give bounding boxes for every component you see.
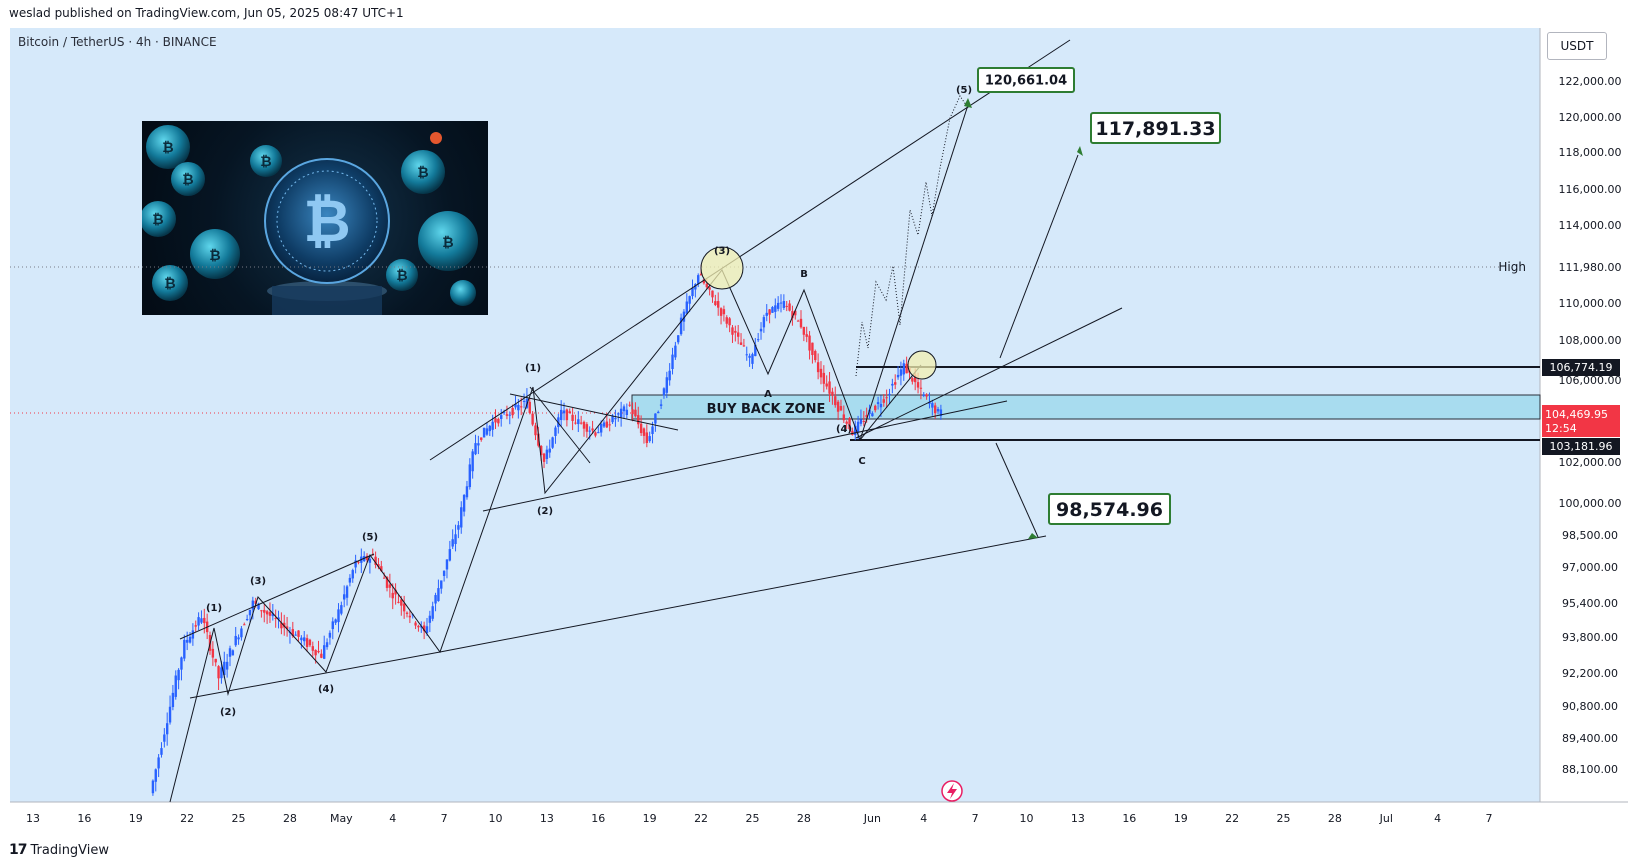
high-value: 111,980.00 <box>1559 261 1622 274</box>
x-tick-label: 22 <box>1225 812 1239 825</box>
svg-text:₿: ₿ <box>182 172 193 188</box>
x-tick-label: 16 <box>1122 812 1136 825</box>
symbol-info: Bitcoin / TetherUS · 4h · BINANCE <box>18 35 217 49</box>
x-tick-label: 19 <box>1174 812 1188 825</box>
x-tick-label: 4 <box>389 812 396 825</box>
x-tick-label: 25 <box>232 812 246 825</box>
x-tick-label: 19 <box>129 812 143 825</box>
y-tick-label: 120,000.00 <box>1559 111 1622 124</box>
x-tick-label: 13 <box>540 812 554 825</box>
svg-text:₿: ₿ <box>162 140 173 156</box>
svg-text:₿: ₿ <box>152 212 163 228</box>
x-tick-label: 10 <box>1020 812 1034 825</box>
y-tick-label: 88,100.00 <box>1562 763 1618 776</box>
y-tick-label: 92,200.00 <box>1562 667 1618 680</box>
y-tick-label: 116,000.00 <box>1559 183 1622 196</box>
resistance-value: 106,774.19 <box>1550 361 1613 374</box>
svg-text:₿: ₿ <box>303 187 350 255</box>
x-tick-label: 25 <box>745 812 759 825</box>
y-tick-label: 93,800.00 <box>1562 631 1618 644</box>
x-tick-label: 7 <box>972 812 979 825</box>
svg-text:₿: ₿ <box>442 235 453 251</box>
svg-text:₿: ₿ <box>260 154 271 170</box>
y-tick-label: 122,000.00 <box>1559 75 1622 88</box>
y-tick-label: 100,000.00 <box>1559 497 1622 510</box>
publish-info: weslad published on TradingView.com, Jun… <box>9 6 404 20</box>
current-price-value: 104,469.95 <box>1545 408 1608 421</box>
y-tick-label: 118,000.00 <box>1559 146 1622 159</box>
x-tick-label: 19 <box>643 812 657 825</box>
y-tick-label: 95,400.00 <box>1562 597 1618 610</box>
footer-brand[interactable]: 𝟭𝟳 TradingView <box>9 842 109 858</box>
x-tick-label: 16 <box>77 812 91 825</box>
y-tick-label: 98,500.00 <box>1562 529 1618 542</box>
support-value: 103,181.96 <box>1550 440 1613 453</box>
x-tick-label: 16 <box>591 812 605 825</box>
x-tick-label: Jul <box>1379 812 1393 825</box>
x-tick-label: 13 <box>26 812 40 825</box>
y-tick-label: 108,000.00 <box>1559 334 1622 347</box>
svg-text:₿: ₿ <box>209 248 220 264</box>
y-tick-label: 110,000.00 <box>1559 297 1622 310</box>
current-price-tag <box>1542 405 1620 437</box>
bitcoin-image: ₿ ₿ ₿ ₿ ₿ ₿ ₿ ₿ ₿ ₿ <box>142 121 488 315</box>
y-tick-label: 114,000.00 <box>1559 219 1622 232</box>
x-tick-label: 13 <box>1071 812 1085 825</box>
countdown-value: 12:54 <box>1545 422 1577 435</box>
x-tick-label: 4 <box>920 812 927 825</box>
currency-selector[interactable]: USDT <box>1547 32 1607 60</box>
x-tick-label: 4 <box>1434 812 1441 825</box>
svg-text:₿: ₿ <box>164 276 175 292</box>
x-tick-label: 22 <box>180 812 194 825</box>
x-tick-label: 28 <box>797 812 811 825</box>
x-tick-label: 25 <box>1276 812 1290 825</box>
y-tick-label: 106,000.00 <box>1559 374 1622 387</box>
x-tick-label: 22 <box>694 812 708 825</box>
x-tick-label: May <box>330 812 353 825</box>
y-tick-label: 89,400.00 <box>1562 732 1618 745</box>
y-tick-label: 97,000.00 <box>1562 561 1618 574</box>
svg-text:₿: ₿ <box>417 165 428 181</box>
y-tick-label: 102,000.00 <box>1559 456 1622 469</box>
svg-text:₿: ₿ <box>396 268 407 284</box>
tradingview-logo-icon: 𝟭𝟳 <box>9 842 28 858</box>
x-tick-label: 28 <box>1328 812 1342 825</box>
x-tick-label: Jun <box>863 812 881 825</box>
footer-brand-label: TradingView <box>30 842 110 858</box>
support-tag <box>1542 438 1620 455</box>
resistance-tag <box>1542 359 1620 376</box>
y-tick-label: 90,800.00 <box>1562 700 1618 713</box>
x-tick-label: 7 <box>1486 812 1493 825</box>
x-tick-label: 10 <box>489 812 503 825</box>
x-tick-label: 7 <box>441 812 448 825</box>
x-tick-label: 28 <box>283 812 297 825</box>
